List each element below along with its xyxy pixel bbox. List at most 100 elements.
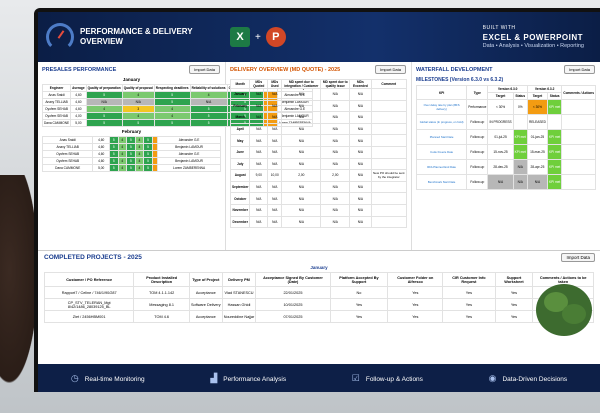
presales-cell: 5 [108,150,119,158]
delivery-col-header: Month [229,79,251,89]
presales-cell: 4 [117,164,128,172]
footer-label-3: Follow-up & Actions [365,375,423,383]
presales-cell: Benjamin LAMOUR [157,157,221,165]
waterfall-cell: 01-jul-25 [487,129,514,145]
completed-cell: Yes [387,286,444,299]
delivery-cell: N/A [249,111,269,124]
target-header-2: Target [526,92,548,100]
completed-title: COMPLETED PROJECTS - 2025 [44,254,142,261]
delivery-col-header: MDs Used [267,79,283,89]
waterfall-cell: < 30% [526,99,548,115]
table-row: Oyofem SEHAB 4,60 5 4 5 4 5 Alexandre G.E [41,150,221,158]
delivery-cell: N/A [249,122,269,136]
delivery-cell: N/A [249,203,269,217]
monitor: PERFORMANCE & DELIVERY OVERVIEW X + P BU… [34,8,600,392]
delivery-cell: N/A [267,122,283,136]
completed-col-header: Type of Project [188,272,223,287]
delivery-import-button[interactable]: Import Data [375,65,406,74]
waterfall-cell: Planned Start Date [415,129,468,145]
table-row: May N/A N/A N/A N/A N/A [229,134,408,147]
presales-month-january: January [122,77,141,82]
delivery-cell [370,203,408,217]
delivery-cell: February [229,99,251,113]
presales-cell: 5 [108,143,119,151]
version1-header: Version 6.3.0 [487,85,528,93]
presales-cell: Oyofem SEHAB [41,105,72,113]
completed-cell: Yes [442,298,496,311]
waterfall-cell: < 30% [487,99,514,115]
waterfall-cell: 28-dec-25 [487,159,514,175]
table-row: Ziet / 2456HBM001 TOM 4.6 Acceptance Noured… [43,310,594,323]
presales-cell: 4 [121,112,155,120]
waterfall-cell: KPI met [546,159,563,175]
presales-col-header: Engineer [41,84,72,92]
completed-cell: 07/01/2025 [255,310,331,323]
table-row: Dana CAMMONE 5,00 5 4 5 4 5 Lorem ZAMBERENNA [41,164,221,172]
completed-cell: Vlad STANESCU [221,286,257,299]
delivery-cell: N/A [249,192,269,205]
completed-cell: Acceptance [188,310,223,323]
chart-icon: ▟ [210,372,218,383]
delivery-cell: N/A [349,134,372,147]
delivery-cell: N/A [281,99,322,113]
presales-cell: 5 [108,136,119,144]
waterfall-import-button[interactable]: Import Data [564,65,595,74]
completed-cell: TOM 4.6 [133,310,190,323]
presales-cell: 5 [121,119,155,127]
plant-decoration [536,284,592,336]
delivery-cell: December [229,215,251,229]
presales-cell: 5 [126,136,136,144]
delivery-cell: N/A [281,134,322,147]
completed-cell: Yes [494,286,534,299]
completed-import-button[interactable]: Import Data [561,253,595,262]
delivery-cell: October [229,192,251,205]
presales-cell: N/A [85,98,123,106]
completed-cell: Yes [442,286,496,299]
presales-cell: 5 [143,164,153,172]
delivery-cell: N/A [349,203,372,217]
presales-cell: 4 [134,150,145,158]
waterfall-cell [561,129,596,145]
table-row: September N/A N/A N/A N/A N/A [229,180,408,194]
waterfall-cell: N/A [512,159,528,175]
presales-cell: Anaxy TELLIAB [41,98,72,106]
completed-cell: Messaging 8.1 [133,298,190,311]
delivery-cell [370,88,408,101]
presales-cell: 5 [189,105,228,113]
title-line1: PERFORMANCE & DELIVERY [80,27,193,36]
checklist-icon: ☑ [351,372,360,383]
delivery-cell: N/A [281,192,322,205]
header-bar: PERFORMANCE & DELIVERY OVERVIEW X + P BU… [38,12,600,62]
presales-cell: 4 [85,105,123,113]
target-header-1: Target [487,92,514,100]
presales-cell: Dana CAMMONE [41,119,72,127]
table-row: Global status (In progress, on hold) Foll… [415,114,596,130]
delivery-title: DELIVERY OVERVIEW (MD QUOTE) - 2025 [230,67,341,73]
waterfall-cell: KPI met [546,129,563,145]
presales-import-button[interactable]: Import Data [189,65,220,74]
delivery-cell: June [229,145,251,159]
completed-cell: Yes [329,298,389,311]
delivery-cell: N/A [349,169,372,182]
delivery-cell: N/A [267,88,283,101]
delivery-cell: N/A [320,88,351,101]
waterfall-cell: KPI met [546,174,563,190]
presales-cell: Alexandre G.E [157,150,221,158]
status-header-2: Status [546,92,563,100]
presales-cell: 4 [134,136,145,144]
delivery-cell: N/A [320,99,351,113]
presales-cell: 4 [117,150,128,158]
completed-col-header: Delivery PM [221,272,257,287]
delivery-cell: N/A [249,88,269,101]
delivery-cell: N/A [267,192,283,205]
delivery-cell [370,111,408,124]
completed-table: Customer / PO Reference Product Installed… [43,272,594,323]
completed-cell: Yes [329,310,389,323]
waterfall-cell: KPI met [546,99,563,115]
delivery-cell: N/A [267,99,283,113]
footer-item-monitoring: ◷ Real-time Monitoring [71,373,145,384]
clock-icon: ◷ [70,372,79,383]
presales-cell: 5 [126,157,136,165]
panels-row: PRESALES PERFORMANCE Import Data January… [38,62,600,251]
completed-cell: TOM 4.1.1.142 [133,286,190,299]
